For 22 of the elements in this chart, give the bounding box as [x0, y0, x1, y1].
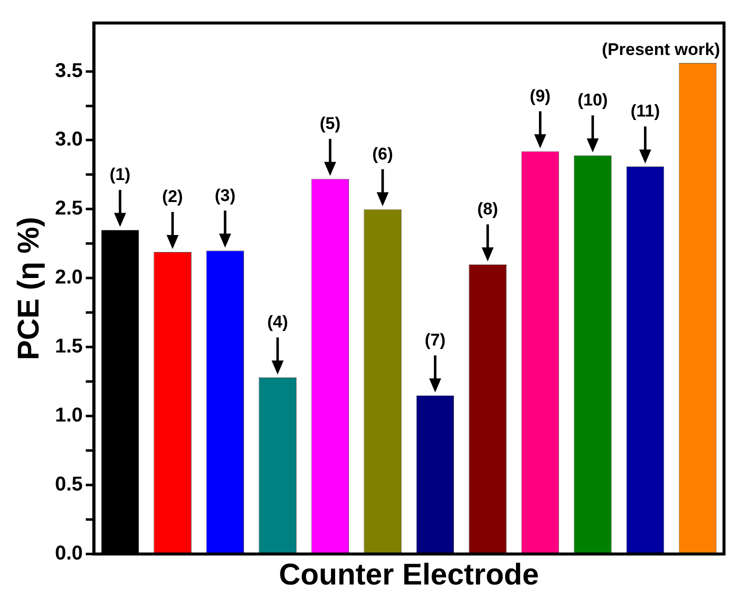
annotation: (7)	[424, 330, 446, 350]
annotation: (Present work)	[602, 40, 720, 60]
y-tick-label: 3.5	[54, 60, 83, 82]
annotation: (2)	[162, 187, 183, 206]
annotation: (11)	[630, 102, 660, 121]
annotation: (10)	[578, 90, 608, 110]
annotation: (6)	[372, 144, 394, 164]
annotation: (1)	[110, 165, 130, 184]
annotation: (4)	[267, 312, 288, 332]
annotation: (5)	[320, 114, 341, 134]
annotation: (3)	[214, 186, 236, 205]
x-axis-title: Counter Electrode	[278, 558, 539, 592]
y-tick-label: 2.0	[54, 266, 83, 289]
y-axis-title: PCE (η %)	[12, 216, 46, 360]
y-tick-label: 0.0	[54, 542, 83, 565]
y-tick-label: 1.0	[54, 404, 83, 427]
annotation: (9)	[530, 86, 551, 106]
y-tick-label: 3.0	[54, 128, 83, 151]
y-tick-label: 2.5	[54, 198, 83, 220]
y-tick-label: 0.5	[54, 474, 83, 496]
y-tick-label: 1.5	[54, 336, 83, 358]
annotation: (8)	[477, 200, 498, 219]
